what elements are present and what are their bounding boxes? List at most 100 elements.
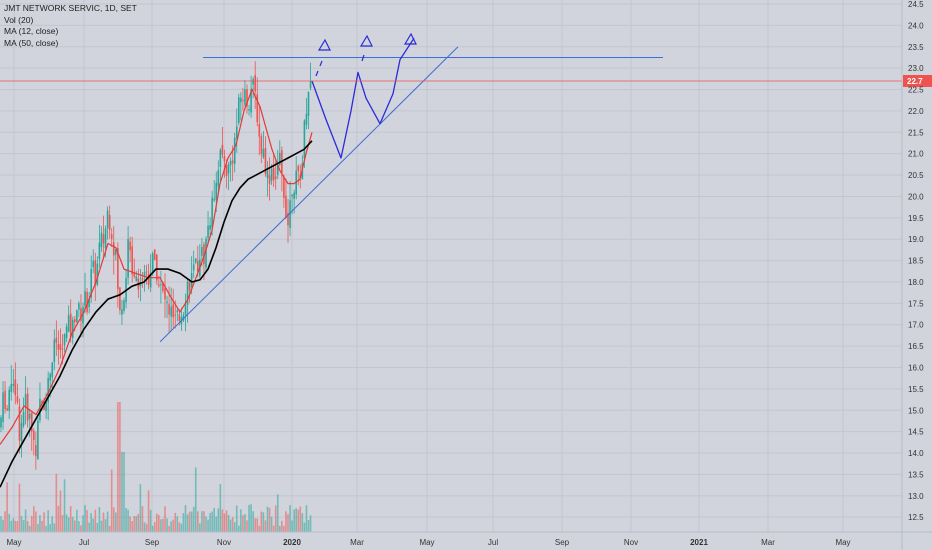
volume-bar	[233, 522, 236, 532]
candle-body	[213, 198, 215, 201]
volume-bar	[219, 484, 222, 532]
volume-bar	[131, 521, 133, 532]
volume-bar	[258, 525, 261, 532]
volume-bar	[211, 511, 213, 532]
chart-legend: JMT NETWORK SERVIC, 1D, SET Vol (20) MA …	[4, 3, 137, 49]
candle-body	[178, 314, 181, 321]
candle-body	[69, 313, 72, 337]
volume-bar	[231, 517, 234, 532]
candle-body	[28, 413, 31, 419]
candle-body	[250, 89, 252, 113]
volume-bar	[80, 525, 82, 532]
volume-bar	[244, 514, 246, 532]
candle-body	[162, 282, 164, 291]
candle-body	[170, 306, 172, 317]
candle-body	[82, 306, 84, 324]
candle-body	[86, 292, 88, 313]
candle-body	[147, 273, 150, 285]
x-tick-label: Sep	[555, 538, 570, 547]
candle-body	[106, 210, 109, 229]
candle-body	[74, 319, 76, 323]
candle-body	[248, 109, 250, 111]
volume-bar	[129, 516, 131, 532]
y-tick-label: 18.5	[908, 257, 924, 266]
volume-bar	[160, 519, 162, 532]
volume-bar	[22, 520, 25, 532]
candle-body	[266, 170, 269, 179]
volume-bar	[69, 506, 72, 532]
candle-body	[135, 276, 138, 282]
volume-bar	[147, 490, 150, 532]
candle-body	[141, 277, 144, 281]
volume-bar	[4, 511, 6, 532]
volume-bar	[151, 525, 154, 532]
volume-bar	[168, 525, 170, 532]
legend-ma12[interactable]: MA (12, close)	[4, 26, 59, 36]
volume-bar	[164, 506, 166, 532]
volume-bar	[125, 508, 127, 532]
candle-body	[6, 408, 8, 411]
candle-body	[258, 123, 261, 137]
volume-bar	[238, 525, 240, 532]
volume-bar	[16, 521, 19, 532]
volume-bar	[235, 505, 238, 532]
volume-bar	[119, 402, 121, 532]
symbol-title[interactable]: JMT NETWORK SERVIC, 1D, SET	[4, 3, 137, 13]
volume-bar	[24, 509, 27, 532]
x-tick-label: Mar	[761, 538, 775, 547]
candle-body	[264, 147, 267, 175]
volume-bar	[10, 520, 13, 532]
ma12-line	[0, 87, 313, 445]
candle-body	[57, 343, 60, 350]
y-tick-label: 13.0	[908, 492, 924, 501]
volume-bar	[6, 482, 8, 532]
y-tick-label: 20.0	[908, 192, 924, 201]
volume-bar	[250, 504, 252, 532]
candle-body	[238, 97, 240, 124]
candle-body	[190, 273, 193, 288]
candle-body	[145, 271, 148, 273]
volume-bar	[65, 514, 68, 532]
candle-body	[80, 308, 82, 321]
volume-bar	[88, 522, 90, 532]
y-tick-label: 24.5	[908, 0, 924, 9]
candle-body	[197, 260, 199, 272]
candle-body	[88, 298, 90, 308]
volume-bar	[104, 519, 107, 532]
volume-bar	[223, 513, 226, 532]
x-tick-label: Mar	[350, 538, 364, 547]
y-tick-label: 16.5	[908, 342, 924, 351]
candle-body	[285, 195, 287, 219]
volume-bar	[303, 522, 306, 532]
arrow-head	[317, 38, 331, 51]
volume-bar	[26, 521, 29, 532]
candle-body	[252, 79, 254, 85]
volume-bar	[158, 515, 160, 532]
candle-body	[211, 197, 213, 228]
volume-bar	[252, 511, 254, 532]
volume-bar	[281, 520, 283, 532]
volume-bar	[59, 490, 62, 532]
x-tick-label: Jul	[488, 538, 498, 547]
volume-bar	[199, 523, 201, 532]
volume-bar	[264, 520, 267, 532]
volume-bar	[100, 520, 103, 532]
candle-body	[289, 200, 291, 228]
candle-body	[47, 378, 49, 403]
volume-bar	[301, 513, 304, 532]
volume-bar	[96, 522, 99, 532]
legend-ma50[interactable]: MA (50, close)	[4, 37, 59, 48]
candle-body	[207, 225, 209, 238]
volume-bar	[98, 506, 101, 532]
candle-body	[270, 168, 273, 181]
volume-bar	[78, 521, 80, 532]
volume-bar	[57, 505, 60, 532]
volume-bar	[254, 518, 256, 532]
candle-body	[41, 401, 43, 405]
hand-tick	[315, 70, 319, 77]
candle-body	[14, 379, 17, 396]
legend-vol[interactable]: Vol (20)	[4, 14, 34, 25]
candle-body	[143, 272, 146, 277]
